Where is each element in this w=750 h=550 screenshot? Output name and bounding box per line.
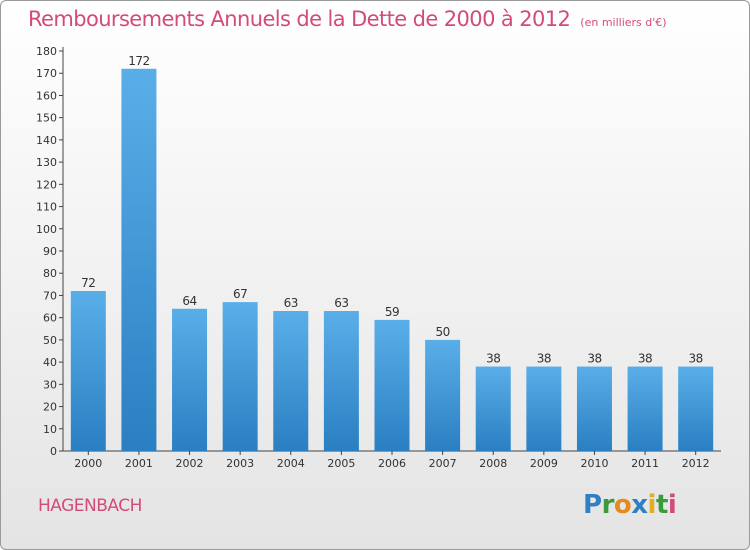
chart-labels: 72 2000 172 2001 64 2002 67 2003 63 2004 63 2005 59 2… [74, 54, 709, 470]
value-label-2009: 38 [537, 352, 551, 366]
y-tick-label: 170 [36, 67, 57, 80]
value-label-2000: 72 [81, 276, 95, 290]
y-tick-label: 80 [43, 267, 57, 280]
value-label-2005: 63 [334, 296, 348, 310]
bar-2006 [374, 319, 410, 451]
bar-2005 [323, 311, 359, 451]
y-tick-label: 120 [36, 178, 57, 191]
bar-2003 [222, 302, 258, 451]
chart-axes: 0 10 20 30 40 50 60 70 80 90 100 110 120 130 140 150 160… [36, 45, 721, 458]
y-tick-label: 110 [36, 201, 57, 214]
value-label-2008: 38 [486, 352, 500, 366]
value-label-2012: 38 [689, 352, 703, 366]
y-tick-label: 60 [43, 312, 57, 325]
bar-2004 [273, 311, 309, 451]
chart-bars [70, 68, 714, 452]
logo-letter-6: i [667, 490, 677, 520]
value-label-2010: 38 [587, 352, 601, 366]
y-tick-label: 130 [36, 156, 57, 169]
y-tick-label: 140 [36, 134, 57, 147]
x-tick-label-2001: 2001 [125, 457, 153, 470]
logo-letter-4: i [647, 490, 657, 520]
bar-2008 [475, 366, 511, 451]
y-tick-label: 10 [43, 423, 57, 436]
logo-letter-0: P [583, 490, 602, 520]
bar-2000 [70, 291, 106, 451]
commune-name: HAGENBACH [38, 496, 142, 516]
chart-unit: (en milliers d'€) [580, 16, 667, 29]
y-tick-label: 180 [36, 45, 57, 58]
bar-2002 [172, 308, 208, 451]
bar-2001 [121, 68, 157, 452]
x-tick-label-2006: 2006 [378, 457, 406, 470]
x-tick-label-2007: 2007 [429, 457, 457, 470]
x-tick-label-2003: 2003 [226, 457, 254, 470]
value-label-2001: 172 [128, 54, 149, 68]
y-tick-label: 100 [36, 223, 57, 236]
y-tick-label: 160 [36, 89, 57, 102]
bar-2009 [526, 366, 562, 451]
value-label-2011: 38 [638, 352, 652, 366]
logo-letter-1: r [601, 490, 615, 520]
y-tick-label: 150 [36, 112, 57, 125]
x-tick-label-2011: 2011 [631, 457, 659, 470]
x-tick-label-2004: 2004 [277, 457, 305, 470]
value-label-2003: 67 [233, 287, 247, 301]
x-tick-label-2005: 2005 [327, 457, 355, 470]
y-tick-label: 50 [43, 334, 57, 347]
chart-title: Remboursements Annuels de la Dette de 20… [28, 7, 667, 31]
y-tick-label: 40 [43, 356, 57, 369]
x-tick-label-2002: 2002 [176, 457, 204, 470]
x-tick-label-2012: 2012 [682, 457, 710, 470]
bar-2011 [627, 366, 663, 451]
y-tick-label: 70 [43, 289, 57, 302]
value-label-2004: 63 [284, 296, 298, 310]
value-label-2002: 64 [182, 294, 196, 308]
proxiti-logo: Proxiti [583, 490, 677, 520]
bar-2007 [425, 339, 461, 451]
x-tick-label-2000: 2000 [74, 457, 102, 470]
x-tick-label-2009: 2009 [530, 457, 558, 470]
value-label-2006: 59 [385, 305, 399, 319]
value-label-2007: 50 [435, 325, 449, 339]
bar-2010 [576, 366, 612, 451]
logo-letter-2: o [613, 490, 632, 520]
y-tick-label: 0 [50, 445, 57, 458]
chart-title-text: Remboursements Annuels de la Dette de 20… [28, 7, 571, 31]
logo-letter-3: x [631, 490, 648, 520]
y-tick-label: 30 [43, 378, 57, 391]
logo-letter-5: t [655, 490, 668, 520]
x-tick-label-2010: 2010 [580, 457, 608, 470]
x-tick-label-2008: 2008 [479, 457, 507, 470]
bar-2012 [678, 366, 714, 451]
y-tick-label: 20 [43, 401, 57, 414]
y-tick-label: 90 [43, 245, 57, 258]
